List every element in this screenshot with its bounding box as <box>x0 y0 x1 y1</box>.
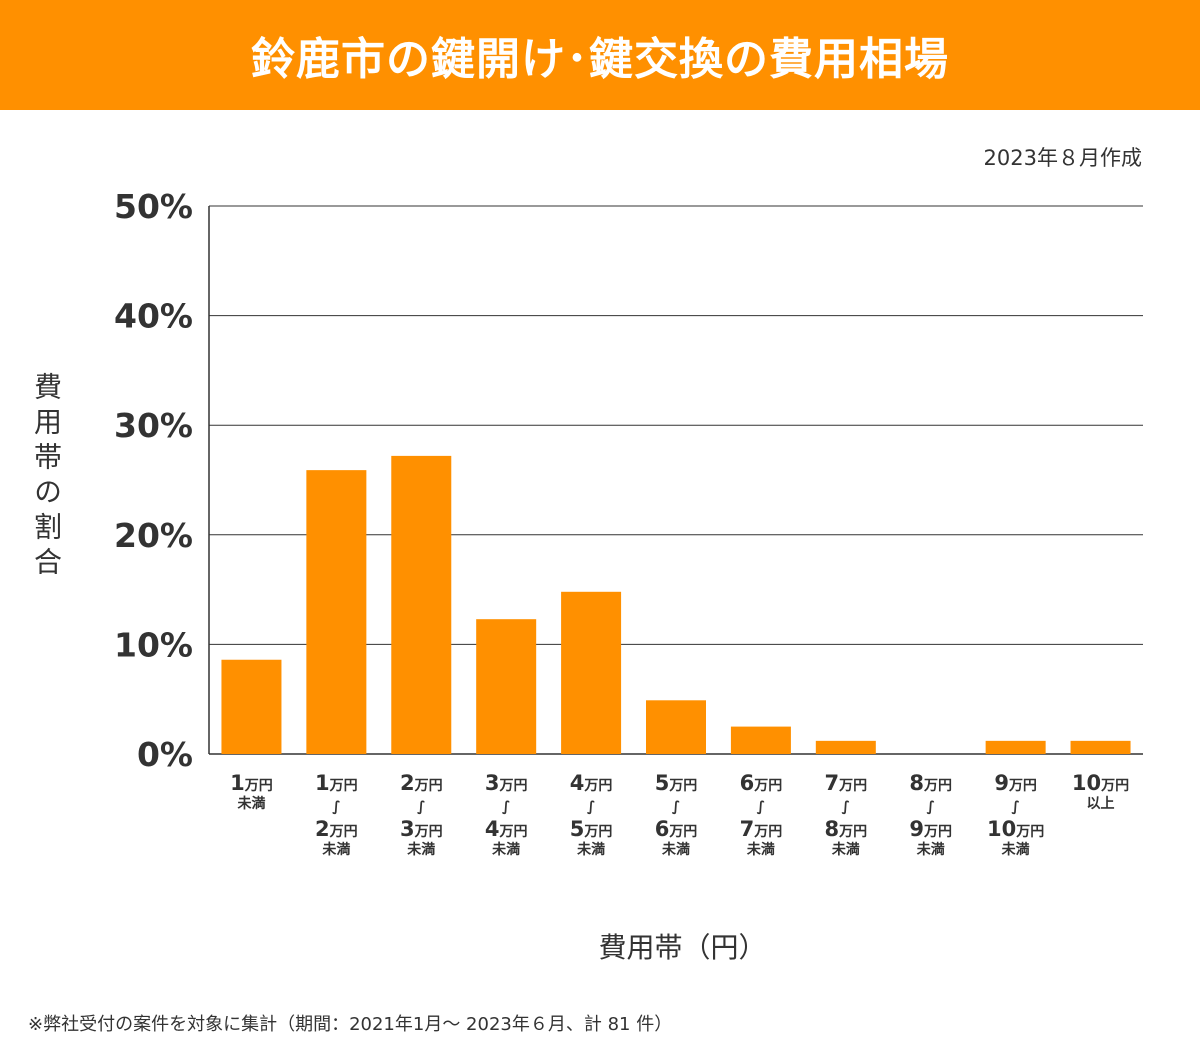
x-tick-range-mark: ∫ <box>502 799 511 815</box>
x-tick-label: 未満 <box>577 841 605 858</box>
bar <box>306 470 367 754</box>
x-tick-label: 9万円 <box>994 771 1037 795</box>
x-tick-label: 2万円 <box>400 771 443 795</box>
x-tick-label: 未満 <box>747 841 775 858</box>
x-tick-label: 未満 <box>1002 841 1030 858</box>
x-tick-label: 2万円 <box>315 817 358 841</box>
bar <box>391 455 452 754</box>
y-tick-label: 50% <box>114 187 193 226</box>
footnote: ※弊社受付の案件を対象に集計（期間：2021年1月～ 2023年６月、計 81 … <box>28 1014 673 1035</box>
x-tick-label: 未満 <box>322 841 350 858</box>
x-tick-range-mark: ∫ <box>1011 799 1020 815</box>
created-date: 2023年８月作成 <box>983 146 1142 170</box>
x-tick-label: 5万円 <box>570 817 613 841</box>
x-tick-label: 7万円 <box>825 771 868 795</box>
bar <box>646 700 706 754</box>
x-tick-label: 10万円 <box>1072 771 1129 795</box>
x-tick-label: 未満 <box>832 841 860 858</box>
x-tick-range-mark: ∫ <box>672 799 681 815</box>
bar <box>221 659 282 754</box>
chart-header: 鈴鹿市の鍵開け･鍵交換の費用相場 <box>0 0 1200 110</box>
x-tick-range-mark: ∫ <box>332 799 341 815</box>
chart-title: 鈴鹿市の鍵開け･鍵交換の費用相場 <box>251 34 949 85</box>
x-tick-label: 3万円 <box>485 771 528 795</box>
x-tick-label: 6万円 <box>655 817 698 841</box>
x-tick-label: 未満 <box>492 841 520 858</box>
y-axis-label: 費用帯の割合 <box>30 372 63 582</box>
x-axis-label: 費用帯（円） <box>598 931 767 964</box>
y-tick-label: 40% <box>114 297 193 336</box>
y-tick-label: 30% <box>114 406 193 445</box>
bar <box>730 726 791 754</box>
x-tick-label: 10万円 <box>987 817 1044 841</box>
y-tick-label: 10% <box>114 625 193 664</box>
x-tick-label: 1万円 <box>230 771 273 795</box>
x-tick-label: 3万円 <box>400 817 443 841</box>
x-tick-label: 4万円 <box>485 817 528 841</box>
x-tick-label: 7万円 <box>740 817 783 841</box>
x-tick-range-mark: ∫ <box>417 799 426 815</box>
x-tick-label: 8万円 <box>909 771 952 795</box>
x-tick-label: 6万円 <box>740 771 783 795</box>
x-tick-label: 未満 <box>917 841 945 858</box>
bar <box>815 740 876 754</box>
x-tick-range-mark: ∫ <box>587 799 596 815</box>
x-tick-label: 8万円 <box>825 817 868 841</box>
bar <box>985 740 1046 754</box>
x-tick-label: 未満 <box>237 795 265 812</box>
x-tick-range-mark: ∫ <box>926 799 935 815</box>
x-tick-label: 1万円 <box>315 771 358 795</box>
x-tick-range-mark: ∫ <box>842 799 851 815</box>
x-tick-label: 以上 <box>1087 796 1115 812</box>
y-tick-label: 20% <box>114 516 193 555</box>
x-tick-label: 未満 <box>662 841 690 858</box>
y-tick-label: 0% <box>137 735 193 774</box>
x-tick-label: 未満 <box>407 841 435 858</box>
x-tick-label: 5万円 <box>655 771 698 795</box>
x-tick-range-mark: ∫ <box>757 799 766 815</box>
bar <box>1070 740 1131 754</box>
x-tick-label: 9万円 <box>909 817 952 841</box>
bar <box>476 619 537 754</box>
x-tick-label: 4万円 <box>570 771 613 795</box>
bar <box>561 591 622 754</box>
